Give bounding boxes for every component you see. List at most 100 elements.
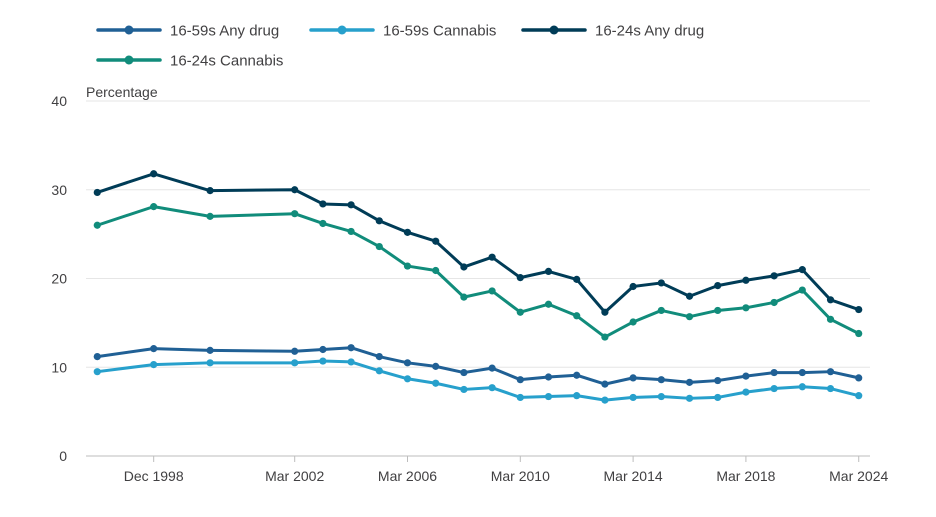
data-point xyxy=(742,388,750,396)
x-tick-label: Mar 2002 xyxy=(265,468,324,484)
data-point xyxy=(601,396,609,404)
data-point xyxy=(206,212,214,220)
data-point xyxy=(93,188,101,197)
data-point xyxy=(432,237,440,245)
data-point xyxy=(855,392,863,400)
data-point xyxy=(347,358,355,366)
data-point xyxy=(798,383,806,391)
data-point xyxy=(291,347,299,355)
data-point xyxy=(544,373,553,381)
data-point xyxy=(685,292,694,300)
legend-item-16-24s-cannabis: 16-24s Cannabis xyxy=(96,53,283,70)
y-tick-label: 30 xyxy=(51,182,67,198)
data-point xyxy=(93,353,101,361)
x-tick-label: Mar 2018 xyxy=(716,468,775,484)
data-point xyxy=(855,305,863,314)
data-point xyxy=(206,359,214,367)
data-point xyxy=(319,345,327,354)
data-point xyxy=(770,384,778,393)
data-point xyxy=(488,253,496,261)
data-point xyxy=(432,266,440,275)
data-point xyxy=(460,368,468,377)
data-point xyxy=(544,392,553,401)
y-axis-label: Percentage xyxy=(86,84,158,100)
x-tick-label: Dec 1998 xyxy=(124,468,184,484)
data-point xyxy=(826,368,835,376)
legend-label: 16-59s Any drug xyxy=(170,23,279,40)
data-point xyxy=(742,276,750,284)
data-point xyxy=(855,374,863,382)
series-16-59s-cannabis xyxy=(93,357,863,404)
data-point xyxy=(573,371,581,379)
x-tick-label: Mar 2014 xyxy=(604,468,663,484)
data-point xyxy=(601,333,609,341)
data-point xyxy=(742,372,750,380)
data-point xyxy=(403,375,412,383)
data-point xyxy=(150,345,158,353)
data-point xyxy=(742,304,750,312)
x-tick-label: Mar 2006 xyxy=(378,468,437,484)
gridlines xyxy=(86,100,870,457)
data-point xyxy=(714,282,722,290)
data-point xyxy=(347,201,355,209)
data-point xyxy=(403,262,412,270)
series-16-24s-any-drug xyxy=(93,170,863,316)
data-point xyxy=(657,392,665,401)
data-point xyxy=(714,393,722,402)
data-point xyxy=(460,263,468,271)
data-point xyxy=(291,359,299,367)
data-point xyxy=(319,219,327,228)
data-point xyxy=(206,346,214,354)
legend-label: 16-59s Cannabis xyxy=(383,23,496,40)
data-point xyxy=(657,306,665,315)
data-point xyxy=(798,286,806,294)
legend: 16-59s Any drug 16-59s Cannabis 16-24s Any… xyxy=(96,23,704,70)
data-point xyxy=(826,384,835,393)
data-point xyxy=(347,227,355,236)
data-point xyxy=(629,393,637,402)
legend-marker xyxy=(124,55,134,65)
data-point xyxy=(657,376,665,384)
y-axis-ticks: 0 10 20 30 40 xyxy=(51,93,67,464)
data-point xyxy=(573,275,581,283)
data-point xyxy=(460,293,468,301)
legend-item-16-59s-any-drug: 16-59s Any drug xyxy=(96,23,279,40)
data-point xyxy=(150,360,158,369)
data-point xyxy=(488,287,496,295)
legend-marker xyxy=(337,25,347,35)
data-point xyxy=(206,187,214,195)
data-point xyxy=(685,394,694,402)
data-point xyxy=(544,267,553,275)
data-point xyxy=(319,200,327,208)
data-point xyxy=(375,353,383,361)
data-point xyxy=(826,315,835,323)
data-point xyxy=(685,313,694,321)
data-point xyxy=(544,300,553,308)
data-point xyxy=(714,306,722,315)
data-point xyxy=(798,368,806,377)
data-point xyxy=(714,376,722,385)
legend-marker xyxy=(549,25,559,35)
legend-label: 16-24s Cannabis xyxy=(170,53,283,70)
x-tick-label: Mar 2024 xyxy=(829,468,888,484)
series-16-59s-any-drug xyxy=(93,344,863,388)
series-line-16-59s-any-drug xyxy=(95,346,861,386)
series-line-16-24s-cannabis xyxy=(95,205,861,339)
data-point xyxy=(150,170,158,178)
data-point xyxy=(770,298,778,307)
data-point xyxy=(432,362,440,370)
data-point xyxy=(573,312,581,320)
x-axis-ticks: Dec 1998 Mar 2002 Mar 2006 Mar 2010 Mar 2014… xyxy=(124,456,888,484)
x-tick-label: Mar 2010 xyxy=(491,468,550,484)
y-tick-label: 40 xyxy=(51,93,67,109)
data-point xyxy=(460,385,468,394)
data-point xyxy=(291,186,299,194)
legend-item-16-59s-cannabis: 16-59s Cannabis xyxy=(309,23,496,40)
data-point xyxy=(770,368,778,377)
data-point xyxy=(516,376,524,384)
y-tick-label: 10 xyxy=(51,359,67,375)
data-point xyxy=(93,221,101,229)
data-point xyxy=(516,393,524,402)
data-point xyxy=(573,392,581,400)
